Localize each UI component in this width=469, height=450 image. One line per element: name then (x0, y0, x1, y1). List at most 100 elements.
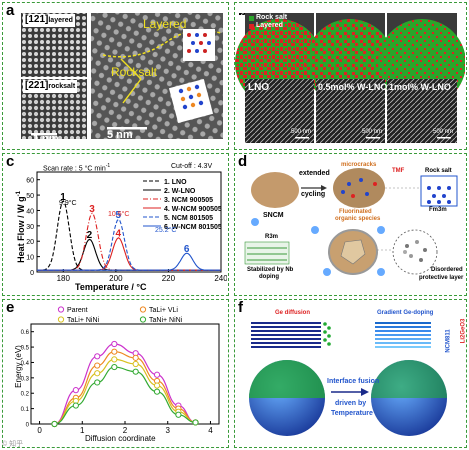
dsc-legend-label: 2. W-LNO (164, 188, 196, 195)
energy-plot-frame (30, 323, 220, 425)
dsc-ytick-label: 10 (26, 255, 34, 262)
stabilized-text: Stabilized by Nb (247, 267, 294, 273)
col-label-05w: 0.5mol% W-LNO (318, 82, 388, 92)
tag-221-sub: rocksalt (48, 83, 76, 90)
rocksalt-text: Rock salt (425, 168, 452, 174)
energy-data-point (153, 371, 161, 378)
panel-e: e 0 1 2 3 4 0 0.1 0.2 0.3 0.4 0.5 0.6 Parent TaLi+ VL… (2, 299, 229, 448)
scale-label-3: 500 nm (433, 129, 454, 135)
dsc-peak-label: 3 (89, 204, 95, 215)
disordered-layer-zoom (392, 229, 438, 275)
dsc-peak-label: 2 (87, 230, 93, 241)
energy-data-point (175, 411, 182, 418)
energy-data-point (111, 340, 118, 348)
energy-data-point (111, 356, 118, 363)
energy-data-point (94, 370, 101, 377)
li2geo3-text: Li2GeO3 (460, 318, 467, 344)
ge-shell-before (249, 360, 325, 398)
dsc-series-line (37, 252, 221, 271)
energy-ytick-label: 0.6 (21, 330, 30, 336)
fluorinated-text-1: Fluorinated (339, 209, 372, 215)
scalebar-left-label: 1 nm (33, 133, 59, 145)
energy-data-point (94, 362, 101, 369)
dsc-xtick-label: 180 (57, 274, 71, 283)
dsc-legend-label: 6. W-NCM 801505 (164, 224, 222, 231)
layered-structure-inset (183, 29, 215, 61)
scale-label-1: 500 nm (291, 129, 312, 135)
legend-layered-swatch (249, 24, 254, 29)
cracked-particle (333, 168, 385, 208)
panel-d-schematic (244, 168, 458, 276)
arrow-down (122, 78, 142, 104)
scan-rate-value: Scan rate : 5 °C min (43, 165, 106, 173)
dsc-ylabel-text: Heat Flow / W g (15, 196, 26, 263)
energy-legend-label: TaLi+ NiNi (67, 317, 100, 324)
dsc-xtick-label: 240 (214, 274, 227, 283)
sem-1w (387, 79, 457, 143)
energy-legend-swatch (139, 306, 147, 313)
ncm811-text: NCM811 (445, 329, 452, 353)
panel-c: c 180 200 220 240 0 10 20 30 40 50 60 1 1. LNO 2 2. W-… (2, 153, 229, 296)
energy-data-point (94, 353, 101, 360)
energy-xlabel: Diffusion coordinate (85, 434, 156, 443)
dsc-series-line (37, 237, 221, 271)
dsc-legend-label: 3. NCM 900505 (164, 197, 213, 204)
r3m-lattice (244, 241, 290, 265)
sncm-text: SNCM (263, 212, 284, 219)
interface-fusion-text: Interface fusion (327, 378, 380, 385)
energy-data-point (111, 348, 118, 355)
energy-ytick-label: 0 (26, 423, 30, 429)
gradient-doping-stripes (375, 322, 431, 348)
panel-e-label: e (6, 299, 15, 316)
layered-label: Layered (143, 17, 187, 31)
panel-a-label: a (6, 2, 15, 19)
panel-d-label: d (238, 153, 248, 170)
scan-rate-text: Scan rate : 5 °C min-1 (43, 163, 111, 173)
rocksalt-lattice (427, 186, 451, 204)
dsc-xtick-label: 220 (162, 274, 176, 283)
rocksalt-structure-inset (168, 78, 214, 124)
panel-f-schematic (249, 322, 447, 436)
energy-data-point (132, 368, 139, 375)
energy-data-point (132, 354, 139, 361)
scalebar-right-label: 5 nm (107, 129, 133, 141)
energy-ytick-label: 0.2 (21, 392, 30, 398)
energy-ytick-label: 0.3 (21, 376, 30, 382)
energy-data-point (132, 360, 139, 368)
scalebar-left (31, 133, 57, 136)
energy-legend-label: Parent (67, 307, 88, 314)
tag-221-rocksalt: [221]rocksalt (23, 80, 78, 93)
ge-diffusion-stripes (251, 322, 321, 348)
panel-f: f (234, 299, 467, 448)
tag-221-main: [221] (25, 80, 49, 91)
energy-data-point (72, 387, 79, 394)
tag-121-main: [121] (25, 14, 49, 25)
dsc-ytick-label: 60 (26, 178, 34, 185)
ge-diffusion-value: Ge diffusion (275, 310, 310, 316)
energy-xtick-label: 2 (123, 426, 128, 435)
rocksalt-label: Rocksalt (111, 65, 158, 79)
cutoff-text: Cut-off : 4.3V (171, 163, 213, 170)
energy-data-point (192, 419, 199, 426)
col-label-1w: 1mol% W-LNO (389, 82, 451, 92)
scale-label-2: 500 nm (362, 129, 383, 135)
col-label-lno: LNO (248, 82, 270, 93)
dsc-ytick-label: 50 (26, 193, 34, 200)
dsc-xtick-label: 200 (109, 274, 123, 283)
legend-rocksalt-swatch (249, 16, 254, 21)
arrow-up (120, 58, 142, 80)
watermark: © 知乎 (2, 441, 24, 448)
sem-05w (316, 79, 385, 143)
panel-f-label: f (238, 299, 243, 316)
panel-b-figure (235, 3, 465, 143)
energy-xtick-label: 1 (80, 426, 85, 435)
energy-legend-swatch (57, 306, 65, 313)
energy-data-point (153, 382, 161, 389)
dsc-ytick-label: 40 (26, 208, 34, 215)
dsc-xlabel: Temperature / °C (75, 282, 147, 292)
energy-data-point (94, 379, 101, 386)
panel-a: a (2, 2, 229, 150)
annotation-9.9: 9.9°C (59, 200, 77, 207)
fluorinated-text-2: organic species (335, 216, 381, 222)
energy-xtick-label: 3 (166, 426, 171, 435)
